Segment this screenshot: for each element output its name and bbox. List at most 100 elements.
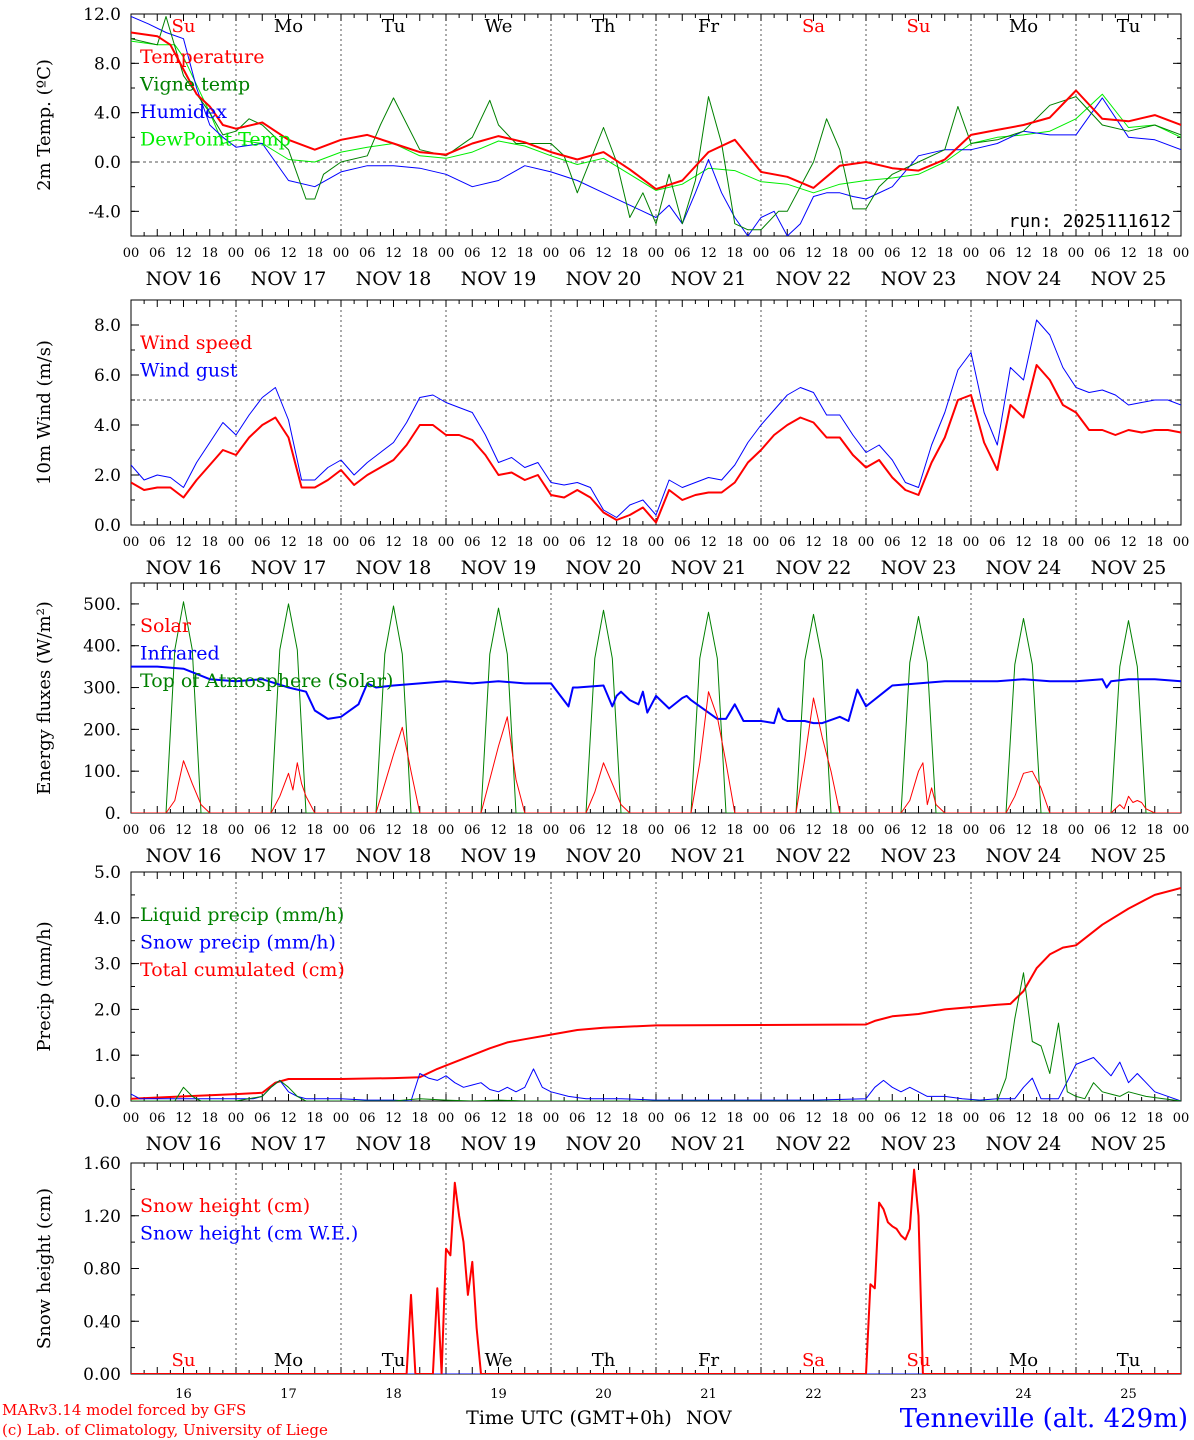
month-label: NOV bbox=[686, 1407, 732, 1429]
day-number-label: 25 bbox=[1120, 1387, 1137, 1402]
day-number-label: 23 bbox=[910, 1387, 927, 1402]
lab-credit: (c) Lab. of Climatology, University of L… bbox=[2, 1421, 328, 1439]
hour-tick-label: 00 bbox=[1068, 1111, 1085, 1126]
hour-tick-label: 06 bbox=[569, 823, 586, 838]
hour-tick-label: 18 bbox=[1146, 823, 1163, 838]
weekday-label: Tu bbox=[1117, 16, 1141, 37]
date-label: NOV 16 bbox=[146, 1133, 222, 1155]
date-label: NOV 23 bbox=[881, 268, 957, 290]
date-label: NOV 16 bbox=[146, 557, 222, 579]
hour-tick-label: 06 bbox=[674, 823, 691, 838]
date-label: NOV 21 bbox=[671, 845, 747, 867]
legend-entry: Vigne temp bbox=[139, 74, 250, 96]
y-tick-label: 8.0 bbox=[94, 54, 121, 74]
hour-tick-label: 18 bbox=[936, 535, 953, 550]
date-label: NOV 24 bbox=[986, 845, 1062, 867]
chart-panel-4: 5.0 4.0 3.0 2.0 1.0 0.0 Precip (mm/h) 00 06 12 18 0… bbox=[34, 863, 1189, 1155]
date-label: NOV 25 bbox=[1091, 268, 1167, 290]
day-number-label: 18 bbox=[385, 1387, 402, 1402]
hour-tick-label: 12 bbox=[1015, 535, 1032, 550]
hour-tick-label: 00 bbox=[333, 823, 350, 838]
hour-tick-label: 00 bbox=[228, 246, 245, 261]
date-label: NOV 24 bbox=[986, 268, 1062, 290]
hour-tick-label: 00 bbox=[963, 1111, 980, 1126]
weekday-label: Sa bbox=[802, 1350, 825, 1371]
hour-tick-label: 06 bbox=[359, 535, 376, 550]
weekday-label: Su bbox=[907, 1350, 931, 1371]
date-label: NOV 19 bbox=[461, 845, 537, 867]
hour-tick-label: 00 bbox=[1068, 246, 1085, 261]
series-line-solar bbox=[131, 691, 1181, 813]
weekday-label: Mo bbox=[1009, 16, 1038, 37]
hour-tick-label: 00 bbox=[1173, 823, 1190, 838]
hour-tick-label: 06 bbox=[779, 1111, 796, 1126]
hour-tick-label: 12 bbox=[280, 246, 297, 261]
hour-tick-label: 06 bbox=[779, 823, 796, 838]
hour-tick-label: 06 bbox=[254, 823, 271, 838]
weekday-label: Th bbox=[592, 1350, 616, 1371]
weekday-label: Th bbox=[592, 16, 616, 37]
hour-tick-label: 18 bbox=[201, 535, 218, 550]
date-label: NOV 23 bbox=[881, 1133, 957, 1155]
hour-tick-label: 06 bbox=[989, 1111, 1006, 1126]
y-tick-label: 3.0 bbox=[94, 955, 121, 975]
series-line-wind-gust bbox=[131, 319, 1181, 518]
hour-tick-label: 00 bbox=[1068, 535, 1085, 550]
hour-tick-label: 12 bbox=[595, 246, 612, 261]
hour-tick-label: 18 bbox=[1041, 823, 1058, 838]
hour-tick-label: 18 bbox=[726, 246, 743, 261]
day-number-label: 21 bbox=[700, 1387, 717, 1402]
hour-tick-label: 00 bbox=[333, 246, 350, 261]
hour-tick-label: 18 bbox=[201, 246, 218, 261]
legend-entry: Snow height (cm) bbox=[140, 1195, 310, 1217]
hour-tick-label: 12 bbox=[1120, 246, 1137, 261]
date-label: NOV 20 bbox=[566, 557, 642, 579]
y-tick-label: 0.0 bbox=[94, 153, 121, 173]
hour-tick-label: 00 bbox=[228, 535, 245, 550]
date-label: NOV 18 bbox=[356, 268, 432, 290]
hour-tick-label: 06 bbox=[884, 1111, 901, 1126]
hour-tick-label: 00 bbox=[648, 246, 665, 261]
hour-tick-label: 18 bbox=[516, 1111, 533, 1126]
date-label: NOV 23 bbox=[881, 845, 957, 867]
run-annotation: run: 2025111612 bbox=[1008, 211, 1171, 232]
weekday-label: Mo bbox=[274, 1350, 303, 1371]
hour-tick-label: 06 bbox=[149, 1111, 166, 1126]
date-label: NOV 25 bbox=[1091, 845, 1167, 867]
date-label: NOV 25 bbox=[1091, 1133, 1167, 1155]
hour-tick-label: 00 bbox=[858, 535, 875, 550]
hour-tick-label: 06 bbox=[569, 535, 586, 550]
hour-tick-label: 00 bbox=[228, 823, 245, 838]
hour-tick-label: 12 bbox=[805, 823, 822, 838]
hour-tick-label: 18 bbox=[306, 1111, 323, 1126]
hour-tick-label: 06 bbox=[884, 535, 901, 550]
day-number-label: 17 bbox=[280, 1387, 297, 1402]
legend-entry: Wind gust bbox=[140, 360, 238, 382]
chart-panel-2: 8.0 6.0 4.0 2.0 0.0 10m Wind (m/s) 00 06 12 18 00 0… bbox=[34, 299, 1189, 579]
hour-tick-label: 06 bbox=[359, 1111, 376, 1126]
hour-tick-label: 12 bbox=[385, 1111, 402, 1126]
location-title: Tenneville (alt. 429m) bbox=[900, 1404, 1188, 1434]
hour-tick-label: 18 bbox=[411, 823, 428, 838]
hour-tick-label: 12 bbox=[1120, 1111, 1137, 1126]
weekday-label: Tu bbox=[382, 16, 406, 37]
chart-panel-1: 12.0 8.0 4.0 0.0 -4.0 2m Temp. (ºC) 00 06 12 18 00… bbox=[34, 5, 1189, 290]
x-axis-label: Time UTC (GMT+0h) bbox=[466, 1407, 672, 1429]
hour-tick-label: 00 bbox=[963, 823, 980, 838]
y-tick-label: 5.0 bbox=[94, 863, 121, 883]
legend-entry: Humidex bbox=[140, 101, 227, 123]
hour-tick-label: 18 bbox=[411, 246, 428, 261]
day-number-label: 16 bbox=[175, 1387, 192, 1402]
hour-tick-label: 12 bbox=[1015, 1111, 1032, 1126]
hour-tick-label: 12 bbox=[175, 246, 192, 261]
hour-tick-label: 00 bbox=[123, 246, 140, 261]
hour-tick-label: 00 bbox=[123, 535, 140, 550]
hour-tick-label: 00 bbox=[1068, 823, 1085, 838]
weekday-label: Su bbox=[172, 16, 196, 37]
y-tick-label: 200. bbox=[83, 720, 121, 740]
hour-tick-label: 12 bbox=[1015, 823, 1032, 838]
date-label: NOV 25 bbox=[1091, 557, 1167, 579]
hour-tick-label: 12 bbox=[1015, 246, 1032, 261]
day-number-label: 22 bbox=[805, 1387, 822, 1402]
